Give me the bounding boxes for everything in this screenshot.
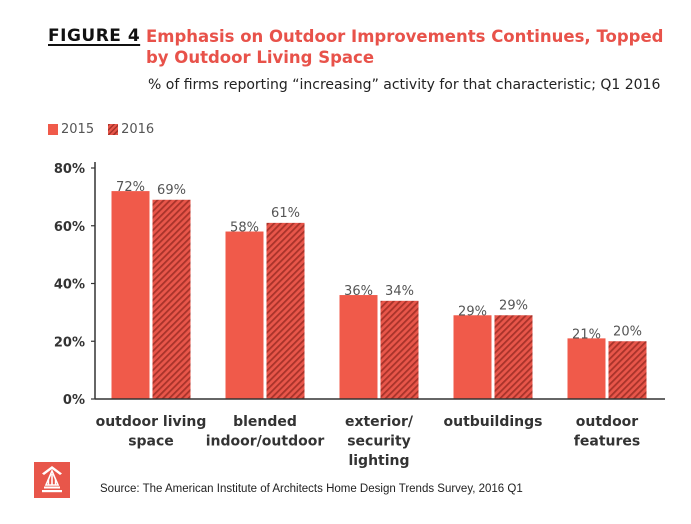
category-label: exterior/ xyxy=(345,414,414,430)
y-tick-label: 20% xyxy=(54,335,85,350)
bar-2015 xyxy=(453,315,492,399)
bar-2016 xyxy=(494,315,533,399)
bar-2015 xyxy=(339,295,378,399)
legend-label-2016: 2016 xyxy=(121,122,155,137)
data-label-2015: 29% xyxy=(458,304,487,319)
legend-swatch-2015 xyxy=(48,124,58,135)
category-label: security xyxy=(347,434,411,450)
category-label: lighting xyxy=(348,453,409,469)
bar-2016 xyxy=(380,300,419,399)
category-label: outdoor xyxy=(576,414,639,430)
category-label: outdoor living xyxy=(96,414,207,430)
category-label: features xyxy=(574,434,640,450)
y-tick-label: 40% xyxy=(54,278,85,293)
figure-label: FIGURE 4 xyxy=(48,26,141,46)
legend-swatch-2016 xyxy=(108,124,119,135)
data-label-2015: 58% xyxy=(230,221,259,236)
y-tick-label: 80% xyxy=(54,162,85,177)
bar-2015 xyxy=(567,338,606,399)
category-label: space xyxy=(128,434,174,450)
bar-2016 xyxy=(152,199,191,399)
data-label-2016: 34% xyxy=(385,284,414,299)
data-label-2015: 21% xyxy=(572,327,601,342)
category-label: outbuildings xyxy=(443,414,542,430)
legend: 2015 2016 xyxy=(48,122,168,137)
legend-item-2015: 2015 xyxy=(48,122,94,137)
legend-label-2015: 2015 xyxy=(61,122,95,137)
data-labels: 72% 69% 58% 61% 36% 34% 29% 29% 21% 20% xyxy=(116,180,642,342)
bar-2015 xyxy=(111,191,150,399)
category-label: indoor/outdoor xyxy=(206,434,325,450)
source-note: Source: The American Institute of Archit… xyxy=(100,483,523,495)
y-tick-label: 0% xyxy=(63,393,85,408)
data-label-2016: 20% xyxy=(613,324,642,339)
data-label-2015: 72% xyxy=(116,180,145,195)
category-label: blended xyxy=(233,414,297,430)
figure-title: Emphasis on Outdoor Improvements Continu… xyxy=(146,27,664,67)
aia-logo-icon xyxy=(34,462,70,498)
data-label-2015: 36% xyxy=(344,284,373,299)
bar-2016 xyxy=(266,222,305,399)
bar-2016 xyxy=(608,341,647,399)
y-tick-label: 60% xyxy=(54,220,85,235)
data-label-2016: 61% xyxy=(271,206,300,221)
y-axis: 0% 20% 40% 60% 80% xyxy=(54,162,96,408)
legend-item-2016: 2016 xyxy=(108,122,154,137)
bars xyxy=(111,191,647,399)
bar-2015 xyxy=(225,231,264,399)
figure-subtitle: % of firms reporting “increasing” activi… xyxy=(148,77,661,93)
data-label-2016: 69% xyxy=(157,183,186,198)
data-label-2016: 29% xyxy=(499,298,528,313)
x-axis: outdoor living space blended indoor/outdoor… xyxy=(95,398,665,469)
